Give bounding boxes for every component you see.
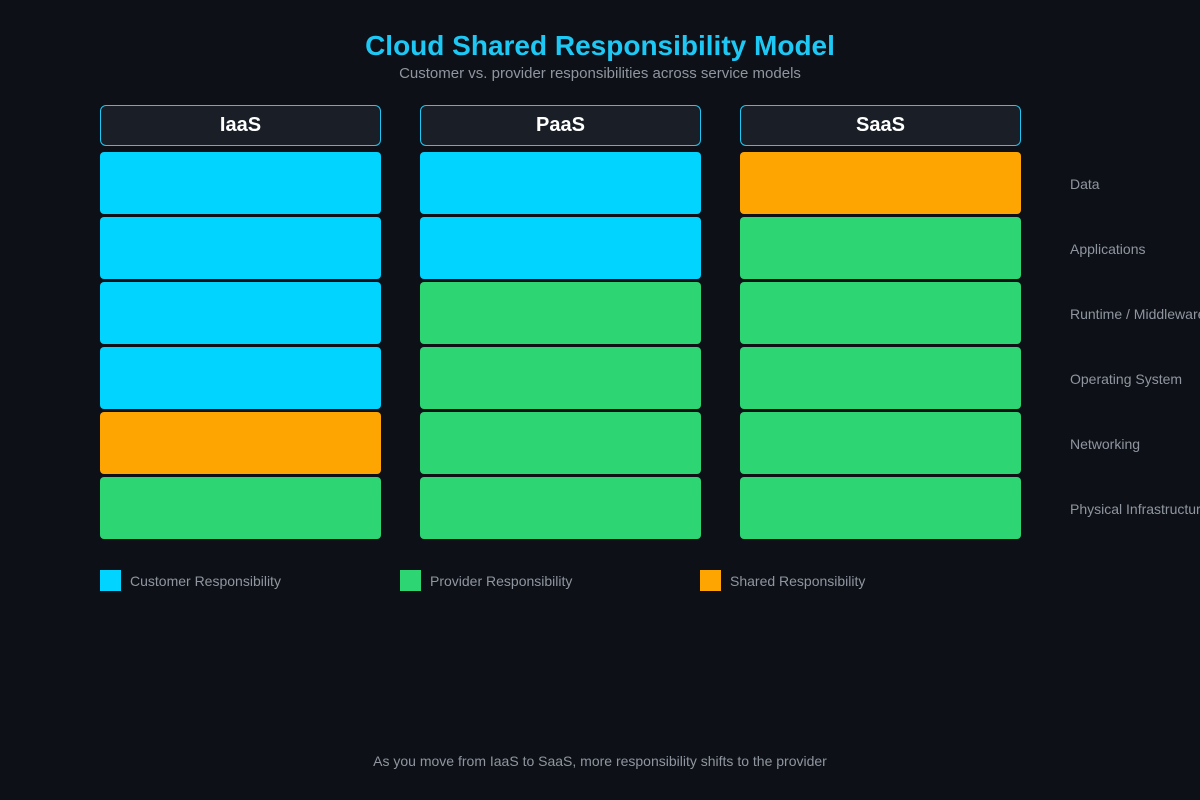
cell-iaas-runtime-middleware-customer <box>100 282 381 344</box>
layer-label-data: Data <box>1070 176 1100 192</box>
diagram-title: Cloud Shared Responsibility Model <box>365 30 835 61</box>
diagram-subtitle: Customer vs. provider responsibilities a… <box>399 65 801 82</box>
cell-saas-operating-system-provider <box>740 347 1021 409</box>
layer-label-physical-infrastructure: Physical Infrastructure <box>1070 501 1200 517</box>
model-header-iaas: IaaS <box>100 105 381 146</box>
cell-saas-runtime-middleware-provider <box>740 282 1021 344</box>
cell-iaas-networking-shared <box>100 412 381 474</box>
cell-saas-data-shared <box>740 152 1021 214</box>
legend-swatch-provider <box>400 570 421 591</box>
cell-saas-physical-infrastructure-provider <box>740 477 1021 539</box>
cell-paas-physical-infrastructure-provider <box>420 477 701 539</box>
layer-label-runtime: Runtime / Middleware <box>1070 306 1200 322</box>
cell-iaas-data-customer <box>100 152 381 214</box>
model-header-paas: PaaS <box>420 105 701 146</box>
legend-swatch-shared <box>700 570 721 591</box>
legend-label-customer: Customer Responsibility <box>130 573 281 589</box>
cell-iaas-physical-infrastructure-provider <box>100 477 381 539</box>
cell-iaas-operating-system-customer <box>100 347 381 409</box>
cell-saas-networking-provider <box>740 412 1021 474</box>
layer-label-applications: Applications <box>1070 241 1146 257</box>
footer-note: As you move from IaaS to SaaS, more resp… <box>373 753 827 769</box>
legend-label-provider: Provider Responsibility <box>430 573 573 589</box>
legend-swatch-customer <box>100 570 121 591</box>
legend-label-shared: Shared Responsibility <box>730 573 866 589</box>
layer-label-networking: Networking <box>1070 436 1141 452</box>
layer-label-operating-system: Operating System <box>1070 371 1183 387</box>
model-header-saas: SaaS <box>740 105 1021 146</box>
cell-paas-data-customer <box>420 152 701 214</box>
cell-paas-runtime-middleware-provider <box>420 282 701 344</box>
cell-paas-applications-customer <box>420 217 701 279</box>
cell-paas-networking-provider <box>420 412 701 474</box>
cell-saas-applications-provider <box>740 217 1021 279</box>
cell-paas-operating-system-provider <box>420 347 701 409</box>
cell-iaas-applications-customer <box>100 217 381 279</box>
